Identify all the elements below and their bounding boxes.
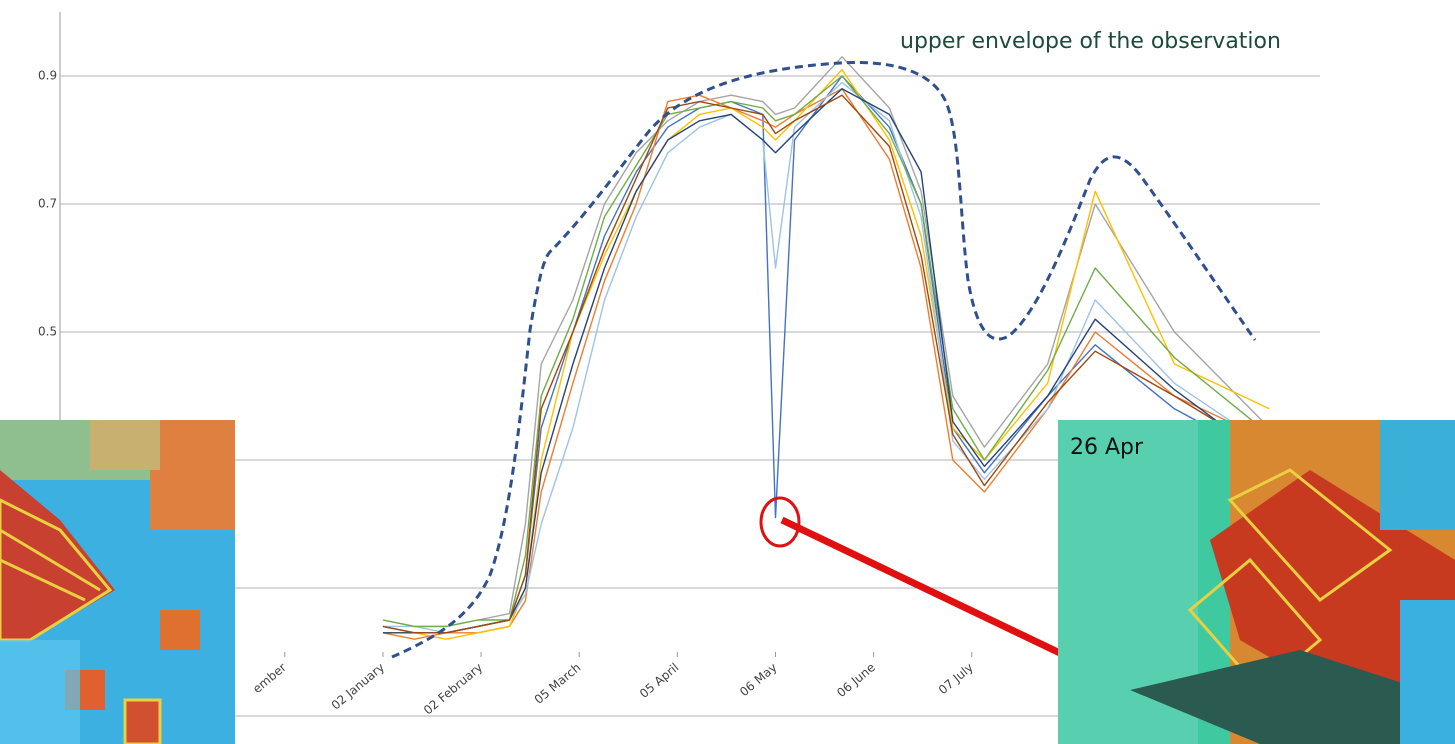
- series-line: [382, 56, 1270, 628]
- inset-label: 26 Apr: [1070, 435, 1144, 460]
- x-tick-label: 02 January: [329, 660, 387, 712]
- x-tick-label: ember: [250, 660, 289, 696]
- left-inset: [0, 420, 235, 744]
- x-tick-label: 05 March: [532, 660, 584, 707]
- x-tick-label: 06 June: [834, 660, 878, 700]
- x-tick-label: 07 July: [936, 660, 976, 697]
- highlight-circle: [759, 496, 801, 548]
- y-tick-label: 0.9: [38, 69, 57, 83]
- annotation: upper envelope of the observation: [900, 29, 1281, 54]
- x-tick-label: 05 April: [637, 660, 682, 701]
- x-tick-label: 06 May: [737, 660, 780, 699]
- right-inset: 26 Apr: [1058, 420, 1455, 744]
- x-tick-label: 02 February: [421, 660, 485, 717]
- envelope-line: [391, 61, 1257, 659]
- series-line: [382, 94, 1270, 634]
- y-tick-label: 0.7: [38, 197, 57, 211]
- y-tick-label: 0.5: [38, 325, 57, 339]
